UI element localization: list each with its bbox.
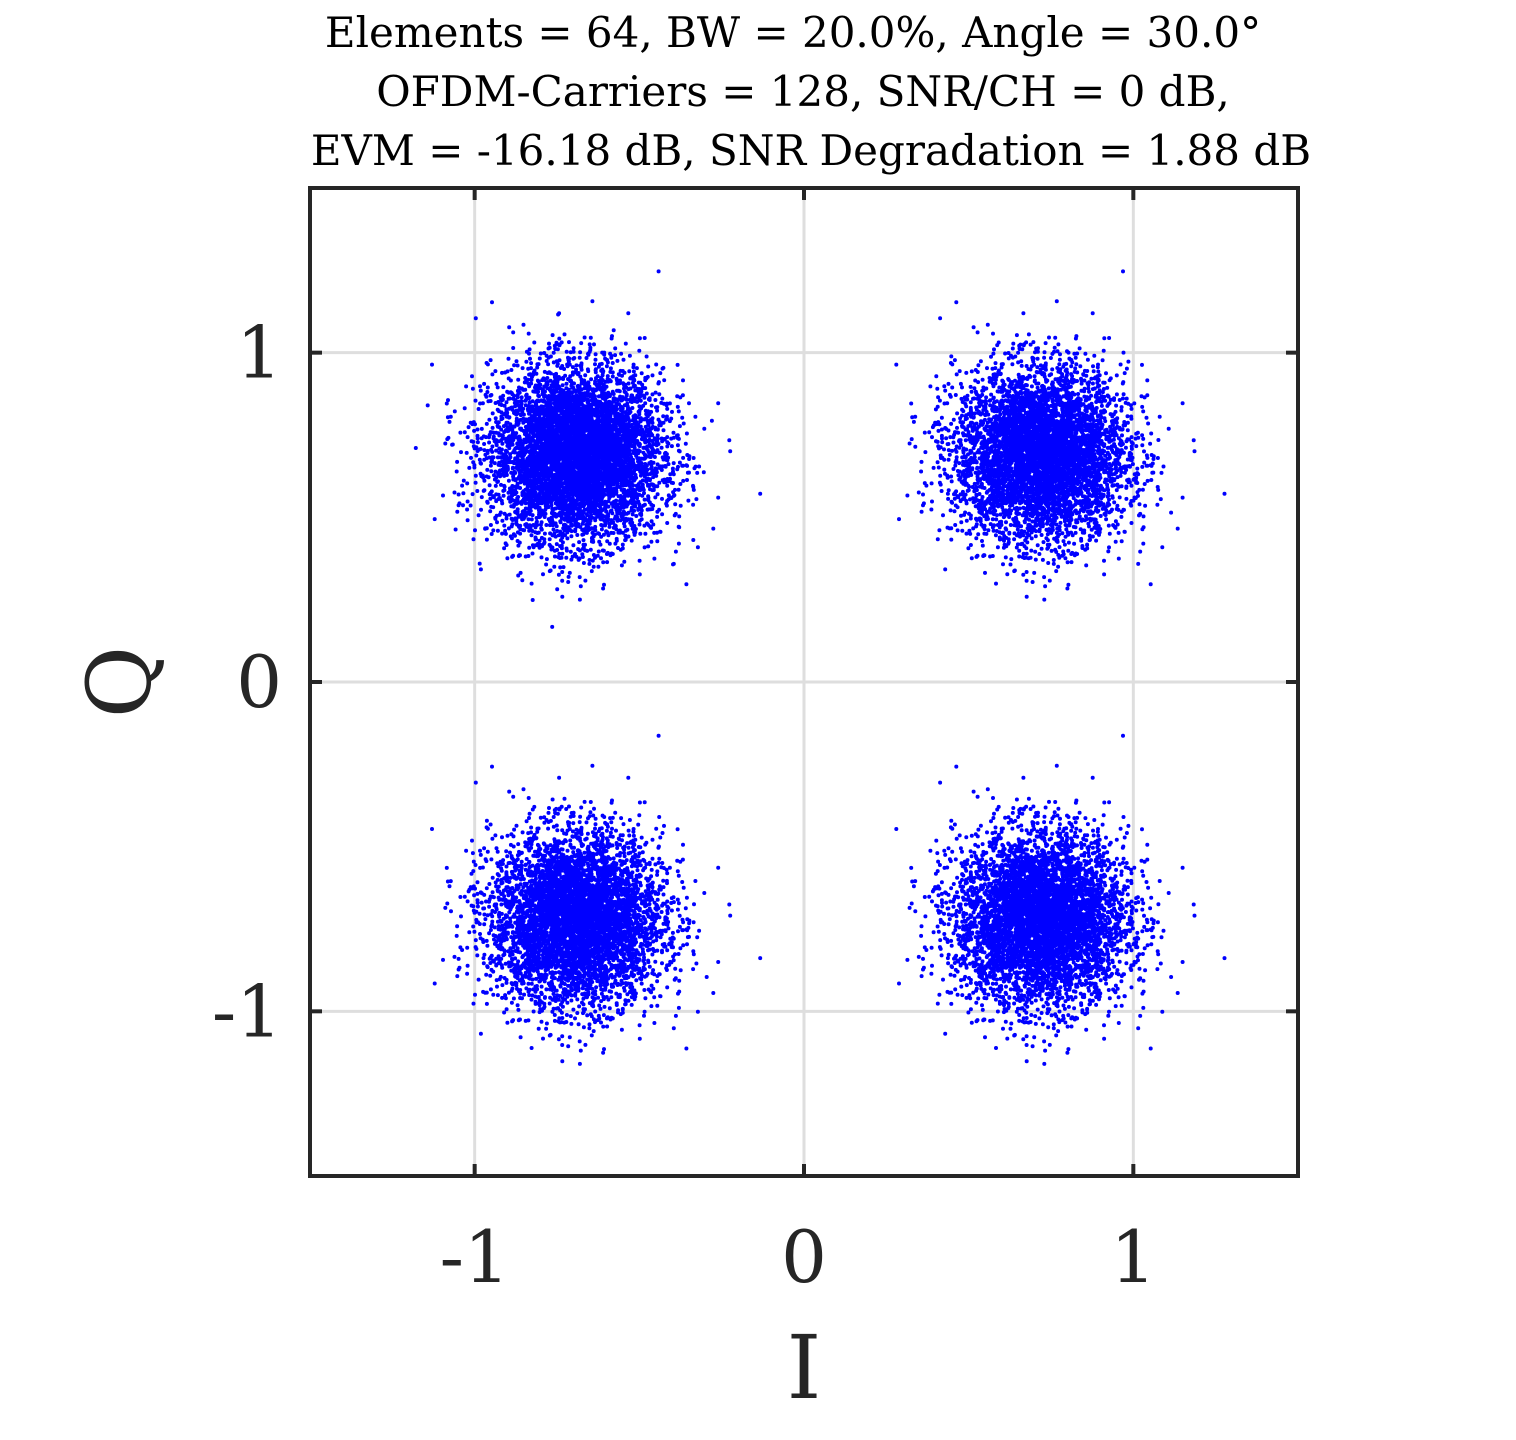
chart-title: Elements = 64, BW = 20.0%, Angle = 30.0°… [311, 8, 1311, 175]
x-tick-labels: -1 0 1 [440, 1215, 1157, 1299]
title-line-3: EVM = -16.18 dB, SNR Degradation = 1.88 … [311, 126, 1311, 175]
y-tick-label: -1 [212, 969, 282, 1053]
x-axis-label: I [787, 1316, 822, 1419]
y-tick-labels: -1 0 1 [212, 311, 282, 1054]
y-axis-label: Q [68, 646, 171, 718]
title-line-2: OFDM-Carriers = 128, SNR/CH = 0 dB, [376, 67, 1230, 116]
x-tick-label: 1 [1110, 1215, 1156, 1299]
tick-marks [310, 188, 1298, 1176]
cluster-points-2 [894, 269, 1227, 602]
cluster-points-1 [413, 269, 763, 629]
x-tick-label: -1 [440, 1215, 510, 1299]
y-tick-label: 0 [236, 640, 282, 724]
scatter-points [413, 269, 1227, 1066]
cluster-points-3 [430, 733, 763, 1066]
grid-lines [310, 188, 1298, 1176]
cluster-points-4 [894, 733, 1227, 1066]
title-line-1: Elements = 64, BW = 20.0%, Angle = 30.0° [325, 8, 1261, 57]
y-tick-label: 1 [236, 311, 282, 395]
x-tick-label: 0 [781, 1215, 827, 1299]
